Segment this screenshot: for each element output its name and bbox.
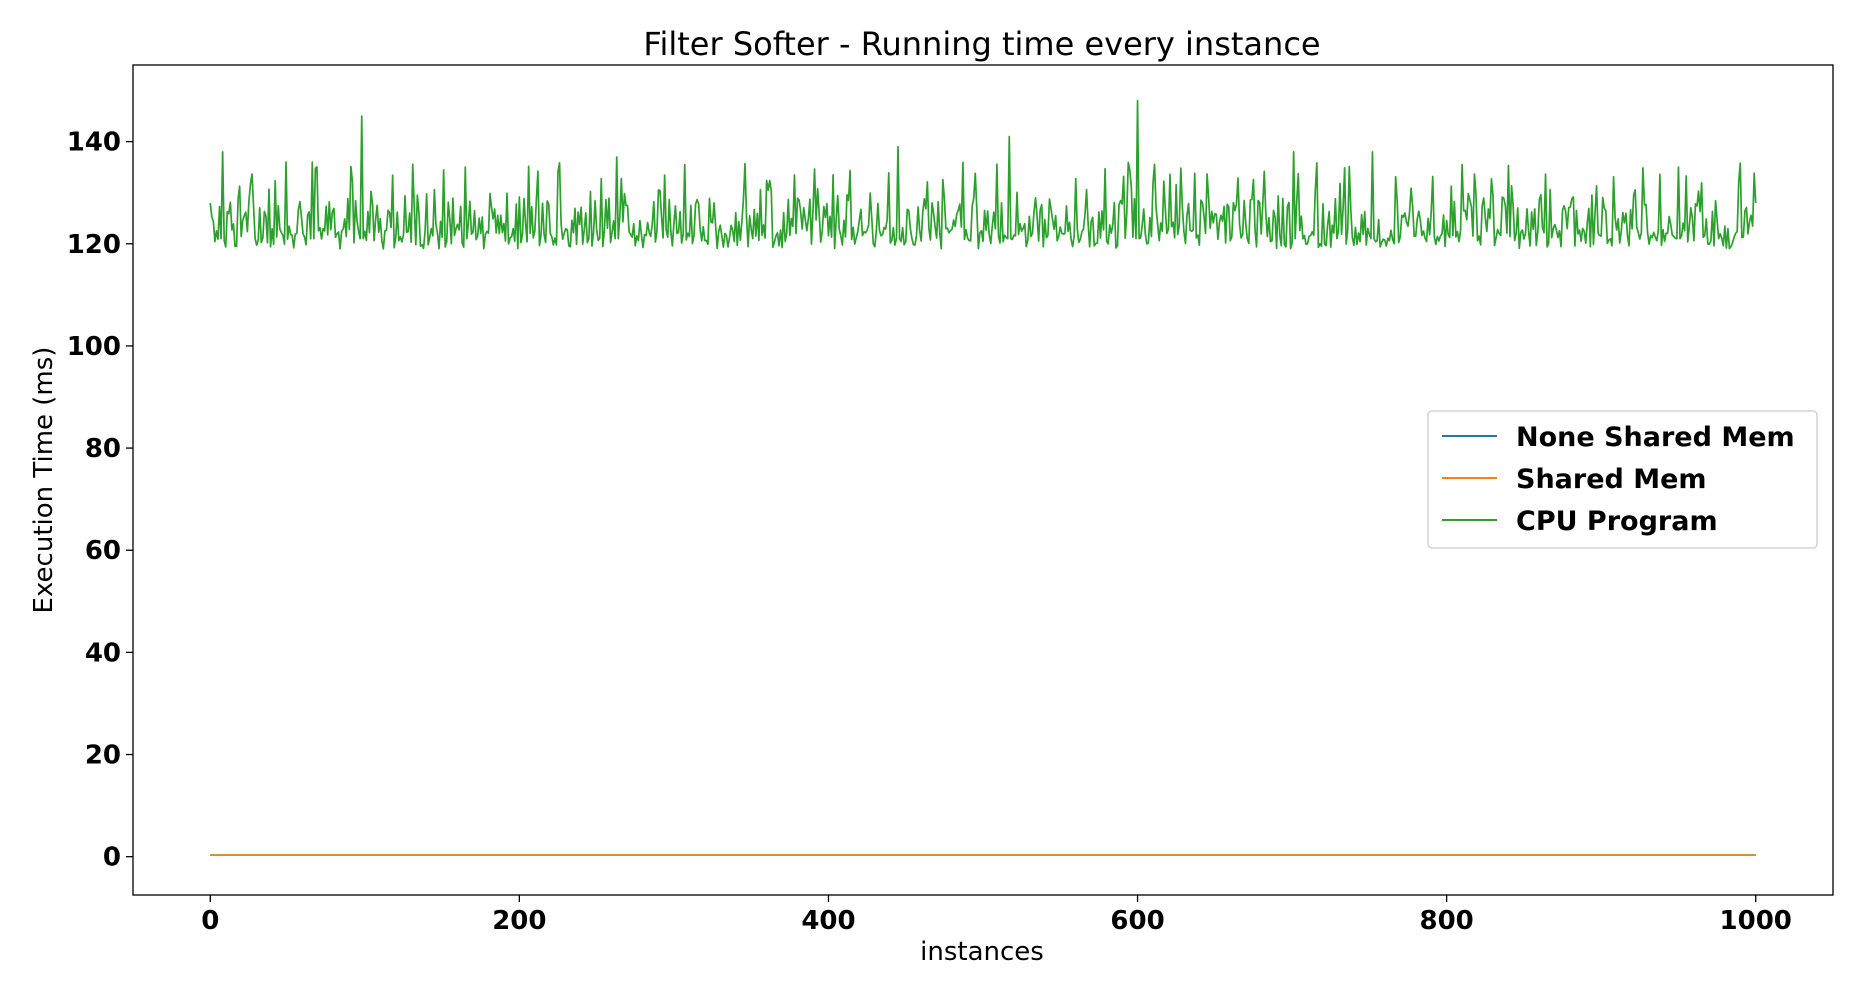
legend: None Shared Mem Shared Mem CPU Program bbox=[1427, 410, 1818, 549]
y-axis-label: Execution Time (ms) bbox=[29, 347, 59, 614]
y-tick-label: 0 bbox=[103, 843, 121, 873]
x-tick-label: 1000 bbox=[1720, 906, 1792, 936]
plot-frame bbox=[132, 64, 1834, 896]
legend-label: CPU Program bbox=[1516, 506, 1718, 537]
legend-label: None Shared Mem bbox=[1516, 422, 1795, 453]
x-tick-label: 400 bbox=[801, 906, 855, 936]
x-axis-label: instances bbox=[920, 937, 1044, 967]
legend-label: Shared Mem bbox=[1516, 464, 1707, 495]
y-axis-ticks: 0 20 40 60 80 100 120 140 bbox=[67, 128, 133, 873]
y-tick-label: 80 bbox=[85, 434, 121, 464]
x-tick-label: 600 bbox=[1110, 906, 1164, 936]
plot-area bbox=[132, 64, 1834, 896]
y-tick-label: 60 bbox=[85, 536, 121, 566]
series-line-cpu-program bbox=[209, 99, 1757, 250]
x-tick-label: 800 bbox=[1419, 906, 1473, 936]
y-tick-label: 40 bbox=[85, 638, 121, 668]
y-tick-label: 20 bbox=[85, 741, 121, 771]
series-layer bbox=[209, 99, 1757, 857]
y-tick-label: 140 bbox=[67, 128, 121, 158]
chart-title: Filter Softer - Running time every insta… bbox=[643, 25, 1320, 63]
x-axis-ticks: 0 200 400 600 800 1000 bbox=[201, 895, 1792, 936]
x-tick-label: 200 bbox=[492, 906, 546, 936]
x-tick-label: 0 bbox=[201, 906, 219, 936]
y-tick-label: 100 bbox=[67, 332, 121, 362]
y-tick-label: 120 bbox=[67, 230, 121, 260]
legend-box bbox=[1427, 410, 1818, 549]
